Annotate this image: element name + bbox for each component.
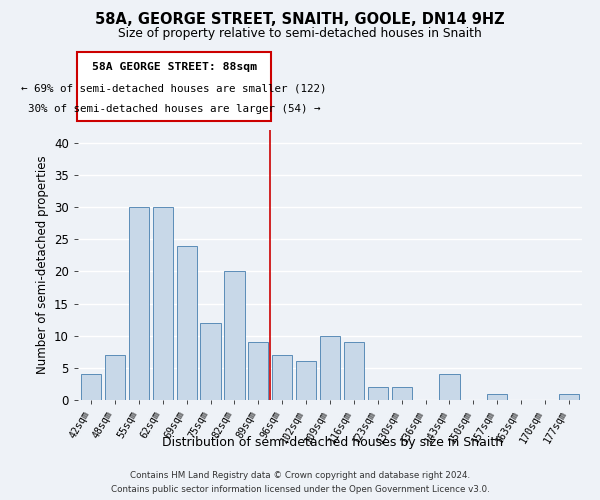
Text: 30% of semi-detached houses are larger (54) →: 30% of semi-detached houses are larger (… [28, 104, 320, 114]
Bar [487, 394, 508, 400]
Bar [368, 387, 388, 400]
Bar [129, 207, 149, 400]
Text: ← 69% of semi-detached houses are smaller (122): ← 69% of semi-detached houses are smalle… [22, 84, 327, 94]
Bar [224, 272, 245, 400]
Text: 58A GEORGE STREET: 88sqm: 58A GEORGE STREET: 88sqm [92, 62, 257, 72]
Text: Contains public sector information licensed under the Open Government Licence v3: Contains public sector information licen… [110, 484, 490, 494]
Text: 58A, GEORGE STREET, SNAITH, GOOLE, DN14 9HZ: 58A, GEORGE STREET, SNAITH, GOOLE, DN14 … [95, 12, 505, 28]
Text: Contains HM Land Registry data © Crown copyright and database right 2024.: Contains HM Land Registry data © Crown c… [130, 472, 470, 480]
Text: Size of property relative to semi-detached houses in Snaith: Size of property relative to semi-detach… [118, 28, 482, 40]
Y-axis label: Number of semi-detached properties: Number of semi-detached properties [35, 156, 49, 374]
Bar [320, 336, 340, 400]
Bar [200, 323, 221, 400]
Bar [176, 246, 197, 400]
Bar [392, 387, 412, 400]
Bar [272, 355, 292, 400]
Bar [344, 342, 364, 400]
Bar [105, 355, 125, 400]
Bar [152, 207, 173, 400]
Bar [81, 374, 101, 400]
Text: Distribution of semi-detached houses by size in Snaith: Distribution of semi-detached houses by … [163, 436, 503, 449]
Bar [248, 342, 268, 400]
Bar [559, 394, 579, 400]
Bar [296, 362, 316, 400]
Bar [439, 374, 460, 400]
